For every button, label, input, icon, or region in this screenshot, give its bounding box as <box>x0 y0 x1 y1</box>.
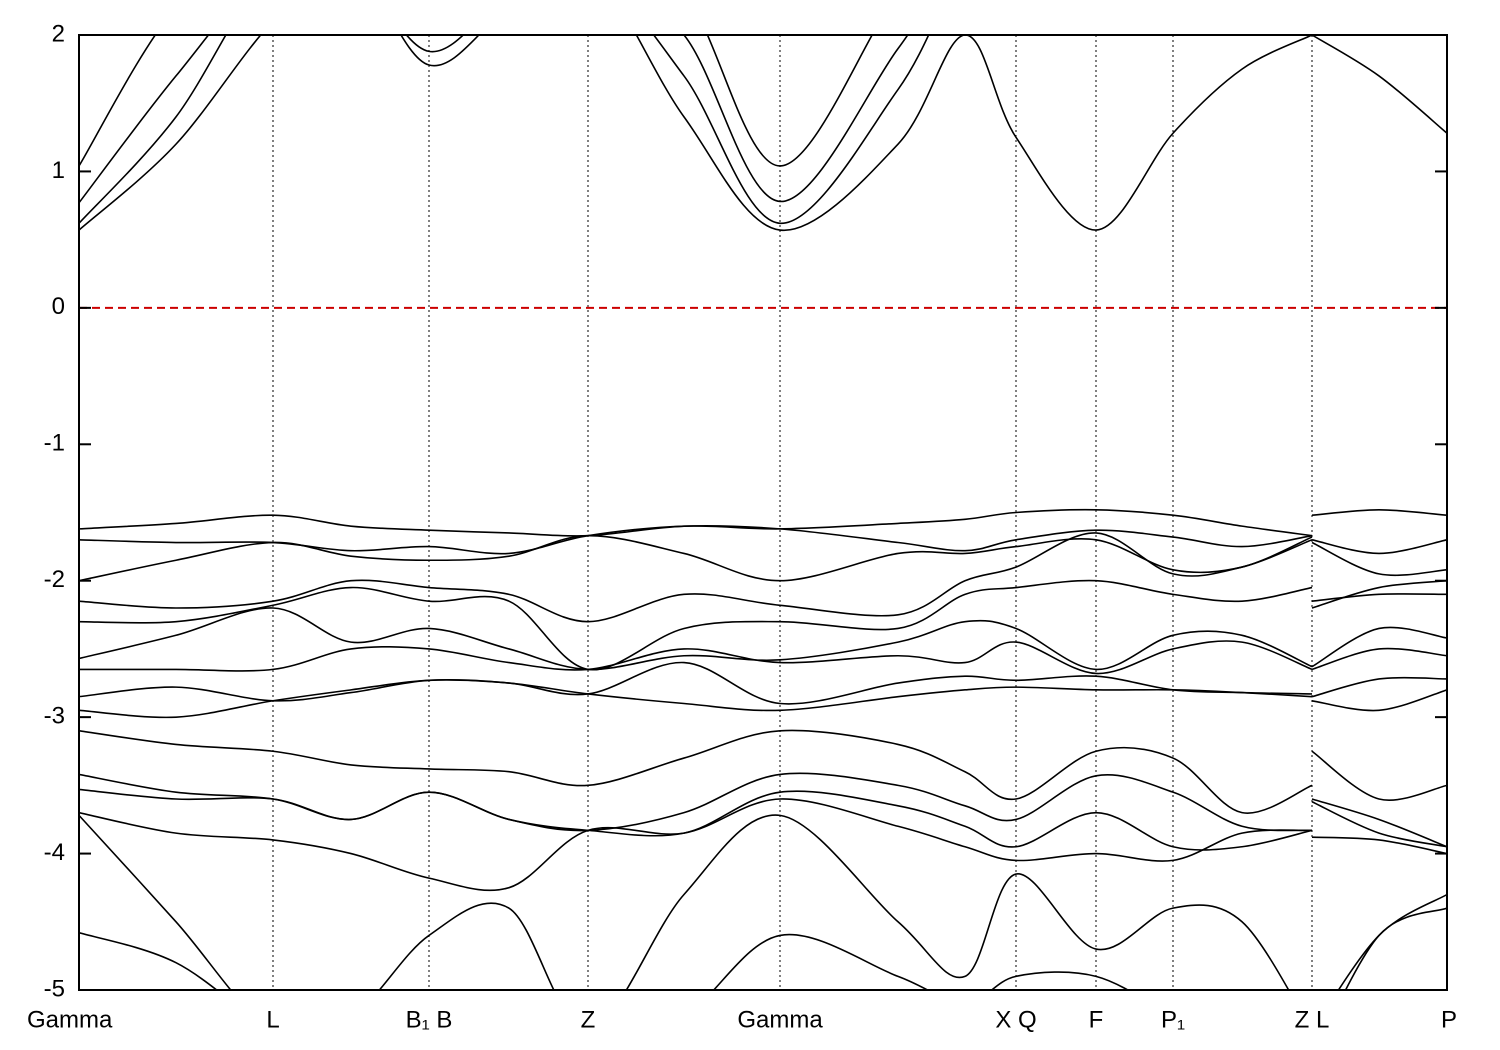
x-tick-label: Z <box>581 1006 596 1033</box>
band-line <box>79 35 909 204</box>
band-line <box>79 640 1447 675</box>
band-line <box>79 772 1447 848</box>
band-line <box>79 534 1447 582</box>
band-line <box>79 35 930 225</box>
x-tick-label: X Q <box>995 1006 1036 1033</box>
axes: -5 -4 -3 -2 -1 0 1 2 Gamma L B₁ B Z Gamma X Q F P₁ Z L P <box>27 20 1457 1033</box>
y-tick-label: -3 <box>44 702 65 729</box>
band-line <box>79 788 1447 851</box>
x-tick-label: B₁ B <box>406 1006 453 1033</box>
y-tick-label: -5 <box>44 975 65 1002</box>
y-tick-label: 2 <box>52 20 65 47</box>
band-line <box>79 661 1447 705</box>
bands <box>79 35 1447 990</box>
band-line <box>79 729 1447 814</box>
y-tick-label: -1 <box>44 430 65 457</box>
y-tick-label: 0 <box>52 293 65 320</box>
band-line <box>79 35 1447 231</box>
band-line <box>79 532 1447 623</box>
x-tick-label: P₁ <box>1161 1006 1185 1033</box>
band-line <box>79 607 1447 671</box>
plot-frame <box>78 34 1448 991</box>
band-line <box>79 679 1447 719</box>
x-tick-label: L <box>266 1006 279 1033</box>
band-line <box>79 508 1447 537</box>
y-tick-label: -2 <box>44 566 65 593</box>
x-tick-label: F <box>1089 1006 1104 1033</box>
x-tick-label: P <box>1441 1006 1457 1033</box>
band-line <box>79 524 1447 555</box>
band-line <box>79 798 1447 892</box>
y-tick-label: 1 <box>52 157 65 184</box>
band-line <box>79 35 873 167</box>
band-line <box>79 814 1447 990</box>
band-line <box>79 579 1447 671</box>
x-tick-label: Gamma <box>737 1006 823 1033</box>
y-tick-label: -4 <box>44 839 65 866</box>
x-tick-label: Gamma <box>27 1006 113 1033</box>
x-tick-label: Z L <box>1295 1006 1330 1033</box>
